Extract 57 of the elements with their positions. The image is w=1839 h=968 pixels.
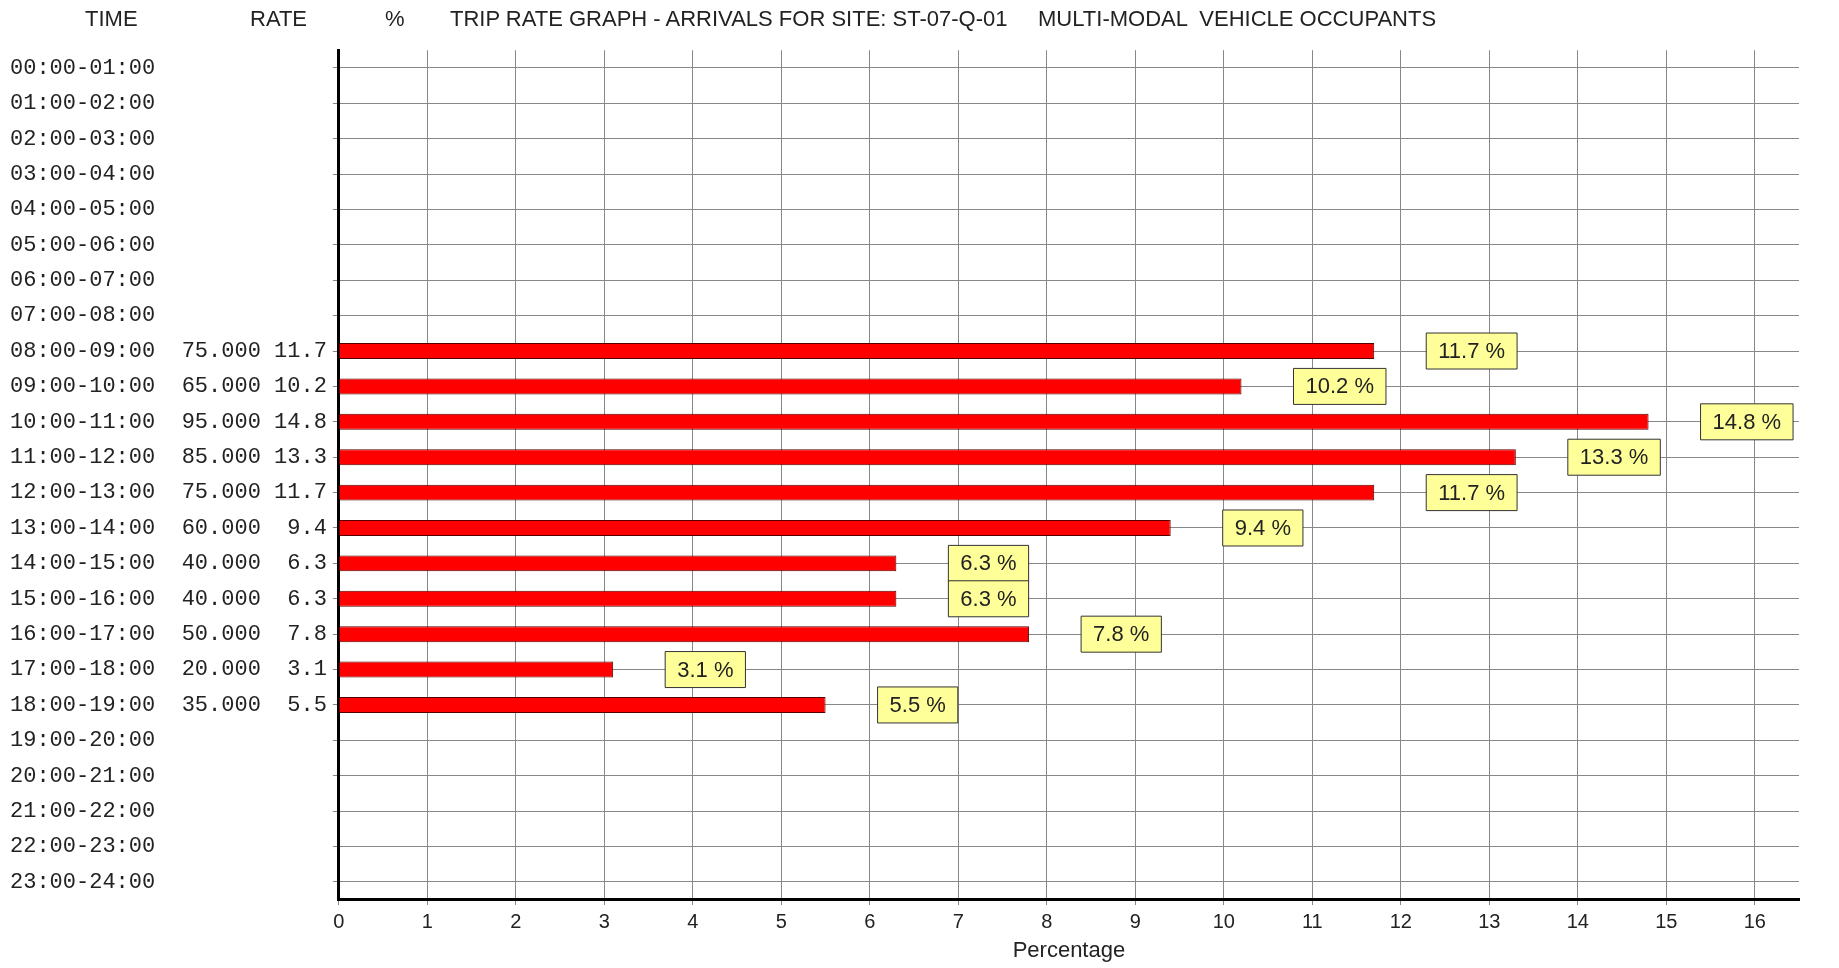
data-label: 10.2 % — [1305, 373, 1374, 399]
y-tick-label: 04:00-05:00 — [10, 197, 156, 223]
x-axis-title: Percentage — [1012, 936, 1126, 962]
text: TIME — [85, 6, 138, 32]
x-tick-label: 0 — [333, 910, 345, 933]
data-label: 5.5 % — [889, 692, 946, 718]
x-tick-label: 1 — [421, 910, 433, 933]
y-tick-label: 11:00-12:00 85.000 13.3 — [10, 445, 327, 471]
y-tick-label: 08:00-09:00 75.000 11.7 — [10, 338, 327, 364]
y-tick-label: 03:00-04:00 — [10, 161, 156, 187]
y-tick-label: 20:00-21:00 — [10, 763, 156, 789]
x-tick-label: 9 — [1129, 910, 1141, 933]
y-tick-label: 13:00-14:00 60.000 9.4 — [10, 515, 327, 541]
data-label: 6.3 % — [960, 550, 1017, 576]
x-tick-label: 4 — [687, 910, 699, 933]
y-tick-label: 21:00-22:00 — [10, 798, 156, 824]
y-tick-label: 00:00-01:00 — [10, 55, 156, 81]
y-tick-label: 07:00-08:00 — [10, 303, 156, 329]
y-tick-label: 02:00-03:00 — [10, 126, 156, 152]
chart-title: TRIP RATE GRAPH - ARRIVALS FOR SITE: ST-07-Q-01 MULTI-MODAL VEHICLE OCCUPANTS — [450, 6, 1437, 32]
y-tick-label: 09:00-10:00 65.000 10.2 — [10, 374, 327, 400]
x-tick-label: 16 — [1743, 910, 1766, 933]
data-label: 7.8 % — [1093, 621, 1150, 647]
data-label: 3.1 % — [677, 656, 734, 682]
y-tick-label: 16:00-17:00 50.000 7.8 — [10, 621, 327, 647]
y-tick-label: 12:00-13:00 75.000 11.7 — [10, 480, 327, 506]
data-label: 14.8 % — [1712, 408, 1782, 434]
x-tick-label: 8 — [1041, 910, 1053, 933]
y-tick-label: 23:00-24:00 — [10, 869, 156, 895]
y-tick-label: 05:00-06:00 — [10, 232, 156, 258]
y-tick-label: 22:00-23:00 — [10, 834, 156, 860]
y-tick-label: 18:00-19:00 35.000 5.5 — [10, 692, 327, 718]
y-tick-label: 17:00-18:00 20.000 3.1 — [10, 657, 327, 683]
text: % — [385, 6, 405, 32]
text: RATE — [250, 6, 308, 32]
y-tick-label: 19:00-20:00 — [10, 728, 156, 754]
y-tick-label: 01:00-02:00 — [10, 91, 156, 117]
data-label: 13.3 % — [1579, 444, 1649, 470]
x-tick-label: 10 — [1212, 910, 1235, 933]
x-tick-label: 13 — [1478, 910, 1501, 933]
x-tick-label: 2 — [510, 910, 522, 933]
x-tick-label: 3 — [598, 910, 610, 933]
data-label: 11.7 % — [1438, 338, 1506, 364]
x-tick-label: 11 — [1301, 910, 1323, 933]
y-tick-label: 15:00-16:00 40.000 6.3 — [10, 586, 327, 612]
y-tick-label: 10:00-11:00 95.000 14.8 — [10, 409, 327, 435]
data-label: 9.4 % — [1234, 515, 1291, 541]
data-label: 11.7 % — [1438, 479, 1506, 505]
x-tick-label: 5 — [775, 910, 787, 933]
x-tick-label: 7 — [952, 910, 964, 933]
y-tick-label: 06:00-07:00 — [10, 268, 156, 294]
y-tick-label: 14:00-15:00 40.000 6.3 — [10, 551, 327, 577]
x-tick-label: 6 — [864, 910, 876, 933]
x-tick-label: 12 — [1389, 910, 1412, 933]
data-label: 6.3 % — [960, 585, 1017, 611]
x-tick-label: 15 — [1655, 910, 1678, 933]
x-tick-label: 14 — [1566, 910, 1589, 933]
